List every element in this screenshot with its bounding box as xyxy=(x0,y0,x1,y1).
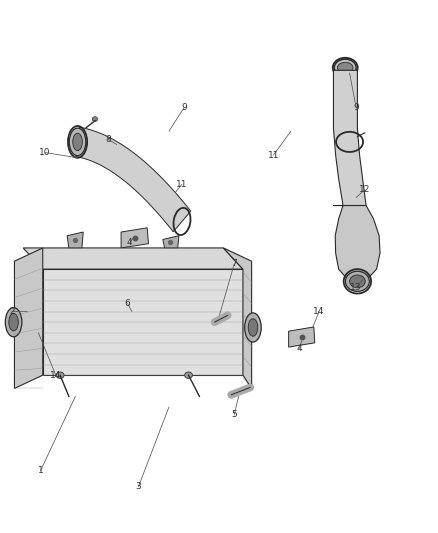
Text: 5: 5 xyxy=(231,410,237,419)
Text: 14: 14 xyxy=(50,370,61,379)
Polygon shape xyxy=(76,127,191,232)
Text: 3: 3 xyxy=(136,482,141,491)
Ellipse shape xyxy=(248,319,258,336)
Polygon shape xyxy=(121,228,148,248)
Polygon shape xyxy=(14,248,43,389)
Text: 11: 11 xyxy=(268,151,279,160)
Ellipse shape xyxy=(346,271,369,292)
Ellipse shape xyxy=(5,308,22,337)
Text: 12: 12 xyxy=(359,185,371,194)
Polygon shape xyxy=(43,269,243,375)
Polygon shape xyxy=(67,232,83,248)
Text: 4: 4 xyxy=(127,238,133,247)
Ellipse shape xyxy=(185,372,192,378)
Ellipse shape xyxy=(245,313,261,342)
Polygon shape xyxy=(333,70,366,206)
Ellipse shape xyxy=(337,62,353,73)
Text: 1: 1 xyxy=(38,466,43,475)
Polygon shape xyxy=(223,248,252,389)
Polygon shape xyxy=(333,206,380,281)
Ellipse shape xyxy=(9,313,18,331)
Text: 9: 9 xyxy=(181,103,187,112)
Ellipse shape xyxy=(73,133,82,151)
Text: 2: 2 xyxy=(10,307,15,316)
Text: 11: 11 xyxy=(176,180,188,189)
Ellipse shape xyxy=(69,128,86,156)
Ellipse shape xyxy=(56,372,64,378)
Polygon shape xyxy=(23,248,243,269)
Polygon shape xyxy=(289,327,315,347)
Text: 7: 7 xyxy=(231,260,237,268)
Text: 10: 10 xyxy=(39,148,51,157)
Text: 4: 4 xyxy=(297,344,302,353)
Text: 8: 8 xyxy=(105,135,111,144)
Text: 9: 9 xyxy=(353,103,359,112)
Ellipse shape xyxy=(334,59,356,76)
Text: 6: 6 xyxy=(125,299,131,308)
Ellipse shape xyxy=(350,275,365,288)
Polygon shape xyxy=(163,236,179,248)
Text: 13: 13 xyxy=(350,283,362,292)
Text: 14: 14 xyxy=(314,307,325,316)
Ellipse shape xyxy=(92,117,98,122)
